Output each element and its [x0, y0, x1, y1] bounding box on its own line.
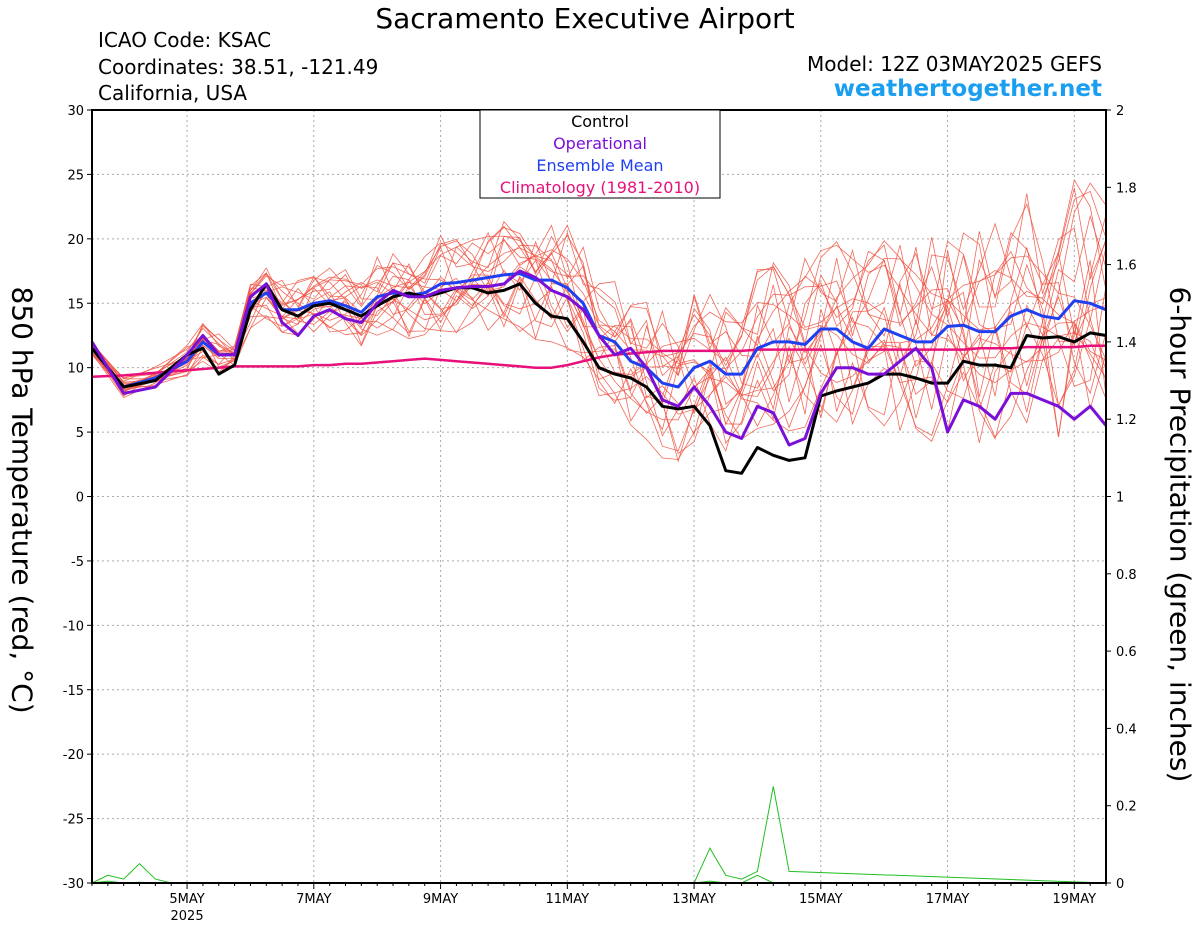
legend: Control Operational Ensemble Mean Climatolo…	[479, 109, 721, 199]
member-line	[91, 179, 1107, 427]
member-line	[91, 240, 1107, 440]
series-lines	[90, 269, 1108, 475]
x-tick-sublabel: 2025	[171, 909, 204, 924]
y2-tick-label: 0.6	[1116, 645, 1137, 660]
grid-lines	[92, 110, 1106, 883]
x-tick-label: 15MAY	[799, 892, 843, 907]
y2-tick-label: 1.4	[1116, 336, 1137, 351]
x-tick-label: 9MAY	[423, 892, 458, 907]
model-run: Model: 12Z 03MAY2025 GEFS	[807, 52, 1102, 76]
site-link[interactable]: weathertogether.net	[833, 76, 1102, 102]
x-tick-label: 7MAY	[296, 892, 331, 907]
y-tick-label: -15	[63, 684, 84, 699]
x-tick-label: 5MAY	[169, 892, 204, 907]
y-tick-label: 30	[67, 104, 84, 119]
y-tick-label: 25	[67, 168, 84, 183]
y-tick-label: -25	[63, 813, 84, 828]
member-line	[91, 222, 1107, 429]
member-line	[91, 203, 1107, 423]
y2-tick-label: 0.4	[1116, 722, 1137, 737]
y2-tick-label: 2	[1116, 104, 1124, 119]
member-line	[91, 235, 1107, 460]
y-tick-label: 0	[76, 491, 84, 506]
y-tick-label: 20	[67, 233, 84, 248]
chart-title: Sacramento Executive Airport	[375, 2, 795, 35]
legend-item: Control	[571, 112, 629, 131]
y-tick-label: 5	[76, 426, 84, 441]
series-line-operational	[90, 269, 1108, 447]
y2-tick-label: 0.2	[1116, 800, 1137, 815]
precip-lines	[91, 786, 1107, 884]
coordinates: Coordinates: 38.51, -121.49	[98, 55, 379, 79]
x-tick-label: 17MAY	[926, 892, 970, 907]
legend-item: Ensemble Mean	[536, 156, 663, 175]
y2-tick-label: 0	[1116, 877, 1124, 892]
series-line-control	[90, 282, 1107, 475]
x-tick-label: 19MAY	[1053, 892, 1097, 907]
location: California, USA	[98, 81, 248, 105]
y-tick-label: -20	[63, 748, 84, 763]
precip-line	[91, 786, 1107, 884]
y-tick-label: -10	[63, 619, 84, 634]
y2-tick-label: 1.6	[1116, 259, 1137, 274]
legend-item: Operational	[553, 134, 647, 153]
legend-box	[479, 109, 721, 199]
member-line	[91, 214, 1107, 463]
y-tick-label: 15	[67, 297, 84, 312]
precip-line	[91, 874, 1106, 884]
series-line-climatology	[91, 344, 1106, 378]
y2-tick-label: 1.2	[1116, 413, 1137, 428]
axes: 302520151050-5-10-15-20-25-3021.81.61.41…	[63, 104, 1137, 924]
member-line	[91, 182, 1107, 442]
y2-tick-label: 1	[1116, 491, 1124, 506]
y-tick-label: -30	[63, 877, 84, 892]
y2-tick-label: 1.8	[1116, 181, 1137, 196]
y2-tick-label: 0.8	[1116, 568, 1137, 583]
legend-item: Climatology (1981-2010)	[500, 178, 700, 197]
y-tick-label: -5	[71, 555, 84, 570]
x-tick-label: 11MAY	[546, 892, 590, 907]
icao-code: ICAO Code: KSAC	[98, 28, 272, 52]
x-tick-label: 13MAY	[672, 892, 716, 907]
y-tick-label: 10	[67, 362, 84, 377]
